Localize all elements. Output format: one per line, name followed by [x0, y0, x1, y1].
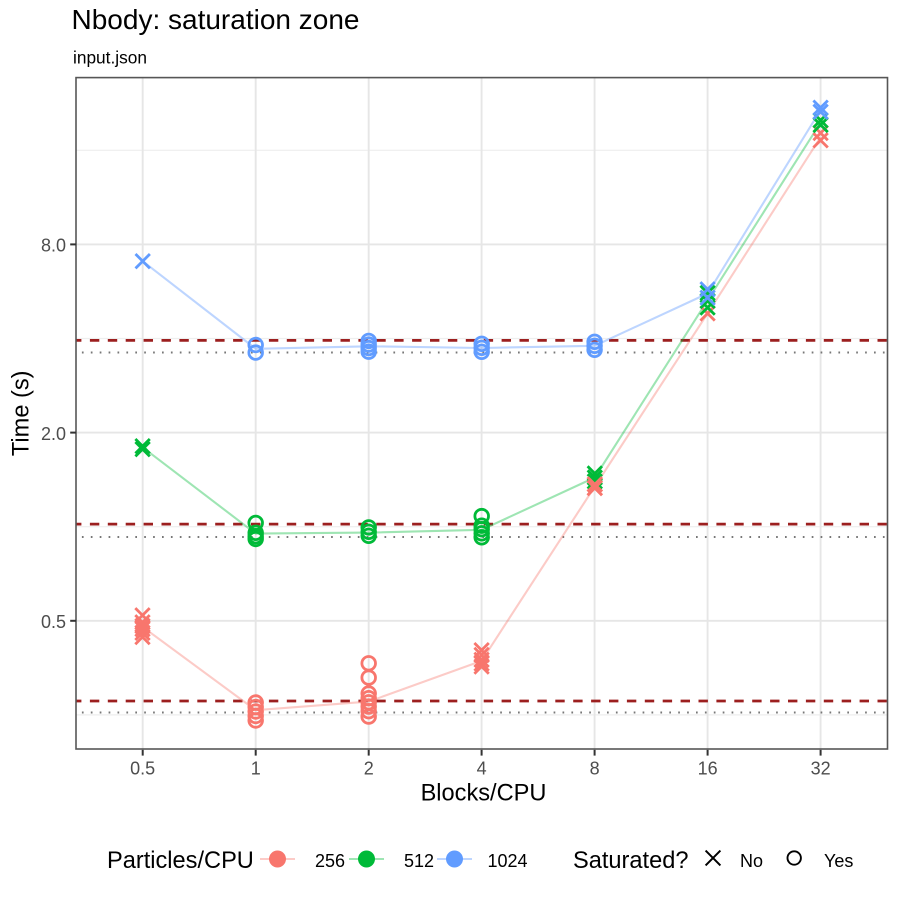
- svg-text:1024: 1024: [488, 851, 528, 871]
- svg-text:Saturated?: Saturated?: [573, 848, 688, 874]
- svg-text:8: 8: [590, 759, 600, 779]
- svg-text:4: 4: [477, 759, 487, 779]
- svg-text:Particles/CPU: Particles/CPU: [107, 848, 254, 874]
- svg-text:32: 32: [811, 759, 831, 779]
- svg-text:512: 512: [404, 851, 434, 871]
- svg-text:16: 16: [698, 759, 718, 779]
- svg-text:0.5: 0.5: [41, 612, 66, 632]
- svg-text:Nbody: saturation zone: Nbody: saturation zone: [72, 4, 360, 35]
- svg-text:Yes: Yes: [824, 851, 853, 871]
- svg-text:Time (s): Time (s): [9, 370, 35, 456]
- svg-text:1: 1: [251, 759, 261, 779]
- svg-text:0.5: 0.5: [130, 759, 155, 779]
- svg-text:Blocks/CPU: Blocks/CPU: [421, 781, 547, 807]
- svg-text:No: No: [740, 851, 763, 871]
- svg-text:2.0: 2.0: [41, 424, 66, 444]
- svg-text:input.json: input.json: [73, 48, 147, 68]
- svg-text:2: 2: [364, 759, 374, 779]
- svg-text:256: 256: [315, 851, 345, 871]
- svg-text:8.0: 8.0: [41, 236, 66, 256]
